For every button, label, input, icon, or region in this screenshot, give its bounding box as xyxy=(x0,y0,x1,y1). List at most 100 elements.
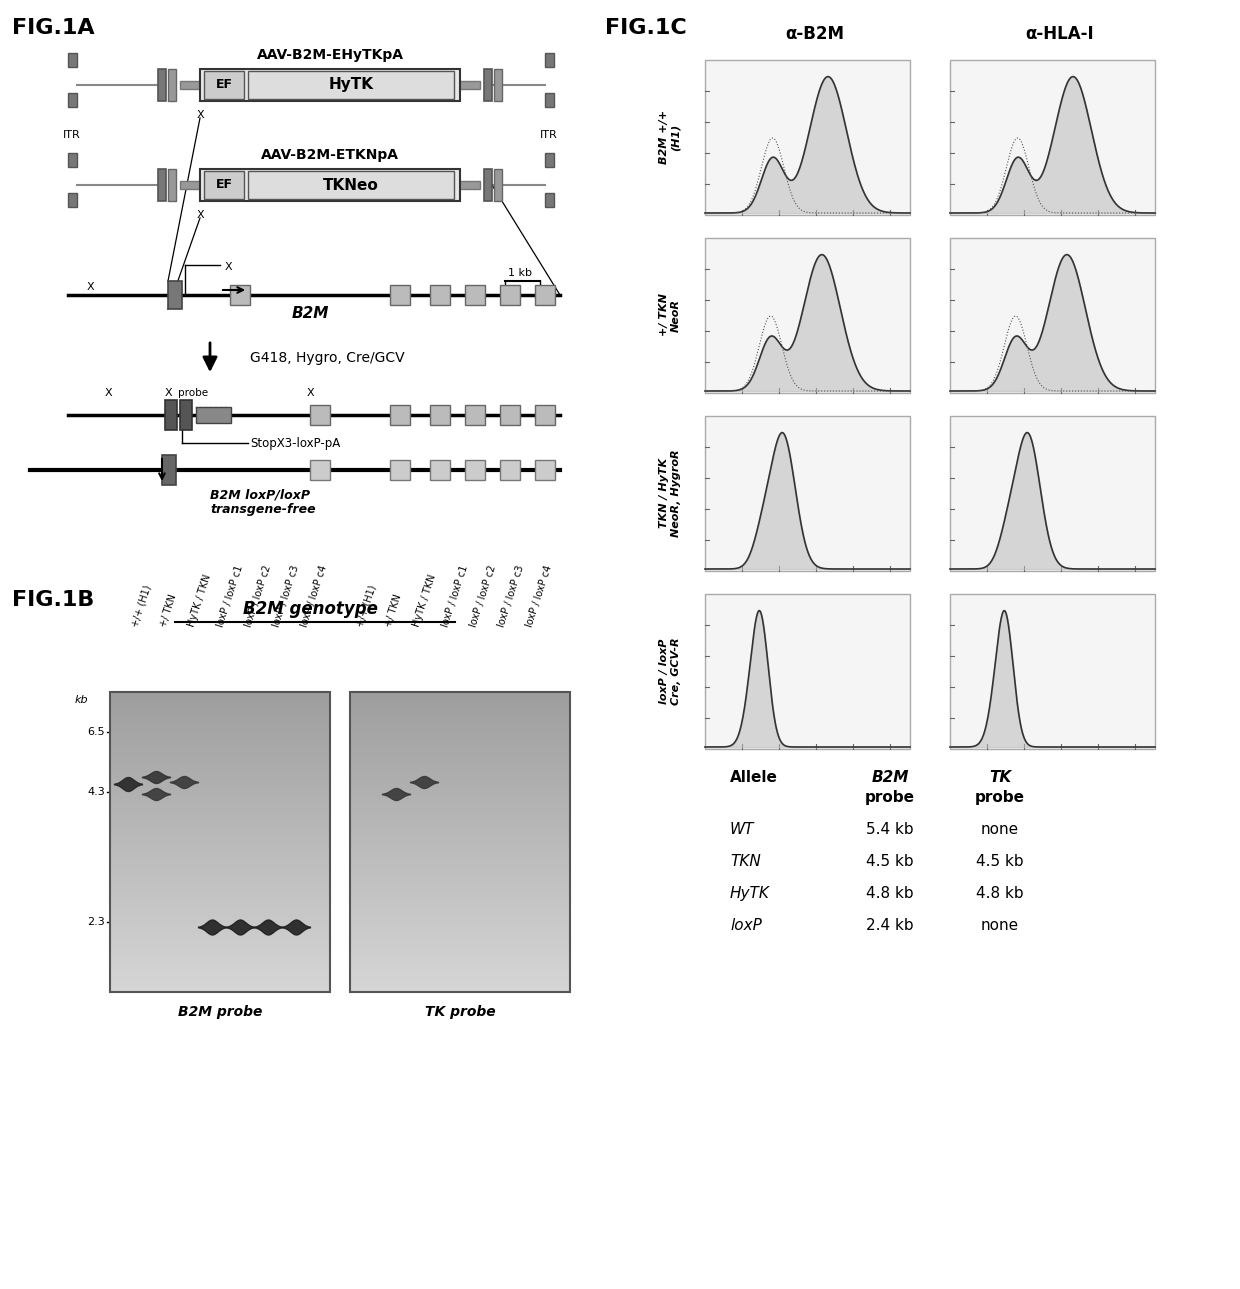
Text: B2M loxP/loxP
transgene-free: B2M loxP/loxP transgene-free xyxy=(210,489,316,516)
Text: loxP / loxP c4: loxP / loxP c4 xyxy=(299,563,329,628)
Bar xyxy=(534,405,556,425)
Text: 1 kb: 1 kb xyxy=(508,268,532,278)
Bar xyxy=(546,153,554,168)
Text: Allele: Allele xyxy=(730,770,777,785)
Text: kb: kb xyxy=(74,695,88,705)
Text: +/ TKN
NeoR: +/ TKN NeoR xyxy=(660,294,681,336)
Bar xyxy=(484,169,492,201)
Text: EF: EF xyxy=(216,178,233,192)
Text: TK: TK xyxy=(988,770,1011,785)
Bar xyxy=(494,70,502,101)
Text: TKN / HyTK
NeoR, HygroR: TKN / HyTK NeoR, HygroR xyxy=(660,449,681,536)
Text: FIG.1C: FIG.1C xyxy=(605,18,687,37)
Text: HyTK: HyTK xyxy=(329,77,373,93)
Text: +/ TKN: +/ TKN xyxy=(383,593,403,628)
Bar xyxy=(465,460,485,480)
Text: +/+ (H1): +/+ (H1) xyxy=(130,584,153,628)
Text: HyTK / TKN: HyTK / TKN xyxy=(410,574,438,628)
Text: loxP / loxP c1: loxP / loxP c1 xyxy=(215,563,244,628)
Text: 5.4 kb: 5.4 kb xyxy=(867,822,914,837)
Bar xyxy=(180,180,480,189)
Text: B2M: B2M xyxy=(872,770,909,785)
Text: X: X xyxy=(306,388,314,398)
Text: loxP / loxP c4: loxP / loxP c4 xyxy=(525,563,553,628)
Bar xyxy=(950,416,1154,571)
Text: none: none xyxy=(981,918,1019,933)
Bar xyxy=(248,71,454,99)
Text: 4.8 kb: 4.8 kb xyxy=(976,886,1024,901)
Bar xyxy=(310,405,330,425)
Bar xyxy=(706,61,910,215)
Bar xyxy=(465,285,485,305)
Text: loxP / loxP
Cre, GCV-R: loxP / loxP Cre, GCV-R xyxy=(660,637,681,705)
Text: ITR: ITR xyxy=(541,130,558,141)
Bar xyxy=(430,405,450,425)
Text: X: X xyxy=(196,210,203,220)
Text: +/+ (H1): +/+ (H1) xyxy=(355,584,378,628)
Text: 6.5: 6.5 xyxy=(87,727,105,737)
Bar xyxy=(391,460,410,480)
Bar xyxy=(950,238,1154,393)
Bar xyxy=(391,285,410,305)
Bar xyxy=(500,460,520,480)
Text: loxP / loxP c3: loxP / loxP c3 xyxy=(496,563,526,628)
Bar xyxy=(391,405,410,425)
Bar xyxy=(157,70,166,101)
Bar xyxy=(310,460,330,480)
Bar xyxy=(465,405,485,425)
Text: none: none xyxy=(981,822,1019,837)
Bar xyxy=(484,70,492,101)
Text: TK probe: TK probe xyxy=(424,1005,495,1020)
Bar xyxy=(157,169,166,201)
Bar xyxy=(494,169,502,201)
Bar xyxy=(546,193,554,208)
Bar xyxy=(200,169,460,201)
Bar xyxy=(706,238,910,393)
Bar xyxy=(534,460,556,480)
Bar xyxy=(180,81,480,89)
Bar xyxy=(229,285,250,305)
Bar xyxy=(110,692,330,993)
Text: B2M +/+
(H1): B2M +/+ (H1) xyxy=(660,110,681,164)
Text: loxP / loxP c3: loxP / loxP c3 xyxy=(272,563,300,628)
Text: TKN: TKN xyxy=(730,855,761,869)
Text: EF: EF xyxy=(216,79,233,92)
Text: probe: probe xyxy=(975,790,1025,806)
Text: probe: probe xyxy=(179,388,208,398)
Text: X: X xyxy=(104,388,112,398)
Text: +/ TKN: +/ TKN xyxy=(157,593,179,628)
Text: FIG.1B: FIG.1B xyxy=(12,590,94,610)
Bar xyxy=(430,460,450,480)
Text: 4.5 kb: 4.5 kb xyxy=(867,855,914,869)
Bar xyxy=(205,171,244,199)
Bar xyxy=(706,594,910,749)
Bar xyxy=(167,70,176,101)
Text: 4.3: 4.3 xyxy=(87,788,105,797)
Text: WT: WT xyxy=(730,822,754,837)
Text: probe: probe xyxy=(866,790,915,806)
Text: α-B2M: α-B2M xyxy=(785,24,844,43)
Text: 2.3: 2.3 xyxy=(87,916,105,927)
Text: B2M: B2M xyxy=(291,305,329,321)
Text: TKNeo: TKNeo xyxy=(324,178,379,192)
Bar xyxy=(180,400,192,431)
Bar xyxy=(500,285,520,305)
Bar xyxy=(950,61,1154,215)
Text: ITR: ITR xyxy=(63,130,81,141)
Bar xyxy=(68,93,77,107)
Text: B2M genotype: B2M genotype xyxy=(243,599,377,617)
Text: loxP / loxP c1: loxP / loxP c1 xyxy=(440,563,470,628)
Bar xyxy=(68,153,77,168)
Text: X: X xyxy=(87,282,94,293)
Text: AAV-B2M-EHyTKpA: AAV-B2M-EHyTKpA xyxy=(257,48,403,62)
Text: α-HLA-I: α-HLA-I xyxy=(1025,24,1095,43)
Text: X: X xyxy=(196,110,203,120)
Bar xyxy=(534,285,556,305)
Bar xyxy=(950,594,1154,749)
Bar xyxy=(546,53,554,67)
Text: 4.5 kb: 4.5 kb xyxy=(976,855,1024,869)
Text: 4.8 kb: 4.8 kb xyxy=(867,886,914,901)
Bar xyxy=(248,171,454,199)
Text: StopX3-loxP-pA: StopX3-loxP-pA xyxy=(250,437,340,450)
Bar xyxy=(68,193,77,208)
